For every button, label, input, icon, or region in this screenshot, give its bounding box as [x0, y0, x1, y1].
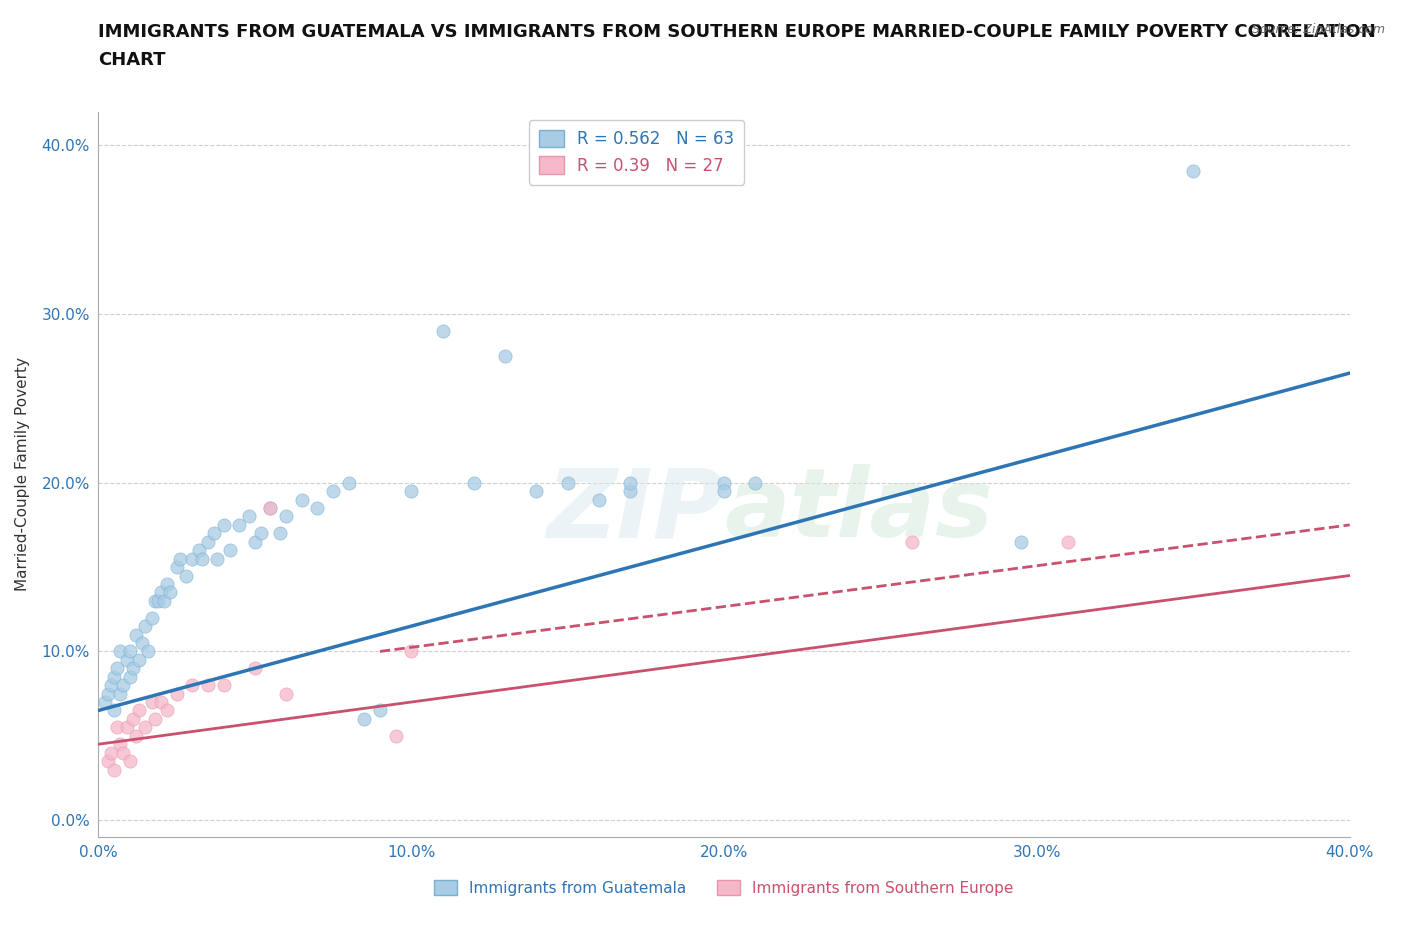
Point — [713, 475, 735, 490]
Point — [218, 543, 240, 558]
Point — [259, 500, 281, 515]
Point — [259, 500, 281, 515]
Point — [138, 644, 160, 658]
Point — [103, 703, 125, 718]
Point — [197, 678, 219, 693]
Point — [115, 720, 138, 735]
Point — [432, 324, 454, 339]
Point — [103, 670, 125, 684]
Text: atlas: atlas — [724, 464, 993, 557]
Point — [713, 484, 735, 498]
Point — [291, 492, 314, 507]
Point — [190, 551, 212, 566]
Point — [134, 720, 156, 735]
Point — [238, 509, 260, 524]
Point — [1010, 535, 1032, 550]
Point — [100, 745, 122, 760]
Point — [557, 475, 579, 490]
Point — [181, 678, 204, 693]
Point — [401, 644, 423, 658]
Point — [125, 627, 148, 642]
Point — [744, 475, 766, 490]
Point — [134, 618, 156, 633]
Point — [250, 525, 273, 540]
Point — [97, 753, 120, 768]
Point — [118, 753, 141, 768]
Point — [125, 728, 148, 743]
Point — [307, 500, 329, 515]
Point — [115, 653, 138, 668]
Point — [207, 551, 229, 566]
Point — [384, 728, 406, 743]
Point — [110, 644, 132, 658]
Point — [156, 577, 179, 591]
Point — [1057, 535, 1080, 550]
Point — [105, 661, 128, 676]
Point — [619, 475, 641, 490]
Point — [1182, 163, 1205, 178]
Point — [141, 610, 163, 625]
Point — [93, 695, 115, 710]
Point — [337, 475, 360, 490]
Point — [526, 484, 548, 498]
Point — [353, 711, 375, 726]
Point — [269, 525, 291, 540]
Point — [112, 678, 135, 693]
Point — [181, 551, 204, 566]
Point — [156, 703, 179, 718]
Point — [121, 711, 143, 726]
Text: IMMIGRANTS FROM GUATEMALA VS IMMIGRANTS FROM SOUTHERN EUROPE MARRIED-COUPLE FAMI: IMMIGRANTS FROM GUATEMALA VS IMMIGRANTS … — [98, 23, 1376, 41]
Point — [494, 349, 516, 364]
Point — [274, 686, 298, 701]
Point — [97, 686, 120, 701]
Point — [105, 720, 128, 735]
Point — [588, 492, 610, 507]
Point — [166, 686, 188, 701]
Point — [141, 695, 163, 710]
Point — [169, 551, 191, 566]
Point — [121, 661, 143, 676]
Point — [159, 585, 181, 600]
Point — [243, 535, 266, 550]
Legend: Immigrants from Guatemala, Immigrants from Southern Europe: Immigrants from Guatemala, Immigrants fr… — [429, 873, 1019, 902]
Point — [103, 762, 125, 777]
Point — [228, 517, 250, 532]
Point — [619, 484, 641, 498]
Point — [110, 686, 132, 701]
Point — [212, 678, 235, 693]
Point — [187, 543, 209, 558]
Point — [100, 678, 122, 693]
Point — [274, 509, 298, 524]
Point — [110, 737, 132, 751]
Point — [143, 593, 166, 608]
Point — [153, 593, 176, 608]
Point — [463, 475, 485, 490]
Point — [368, 703, 391, 718]
Point — [143, 711, 166, 726]
Point — [212, 517, 235, 532]
Point — [118, 644, 141, 658]
Y-axis label: Married-Couple Family Poverty: Married-Couple Family Poverty — [15, 357, 31, 591]
Text: ZIP: ZIP — [546, 464, 724, 557]
Text: Source: ZipAtlas.com: Source: ZipAtlas.com — [1251, 23, 1385, 36]
Point — [166, 560, 188, 575]
Point — [150, 695, 173, 710]
Point — [131, 635, 153, 650]
Point — [322, 484, 344, 498]
Point — [128, 653, 150, 668]
Text: CHART: CHART — [98, 51, 166, 69]
Point — [146, 593, 169, 608]
Point — [128, 703, 150, 718]
Point — [900, 535, 922, 550]
Point — [401, 484, 423, 498]
Point — [243, 661, 266, 676]
Point — [197, 535, 219, 550]
Point — [150, 585, 173, 600]
Point — [202, 525, 225, 540]
Point — [174, 568, 197, 583]
Point — [112, 745, 135, 760]
Point — [118, 670, 141, 684]
